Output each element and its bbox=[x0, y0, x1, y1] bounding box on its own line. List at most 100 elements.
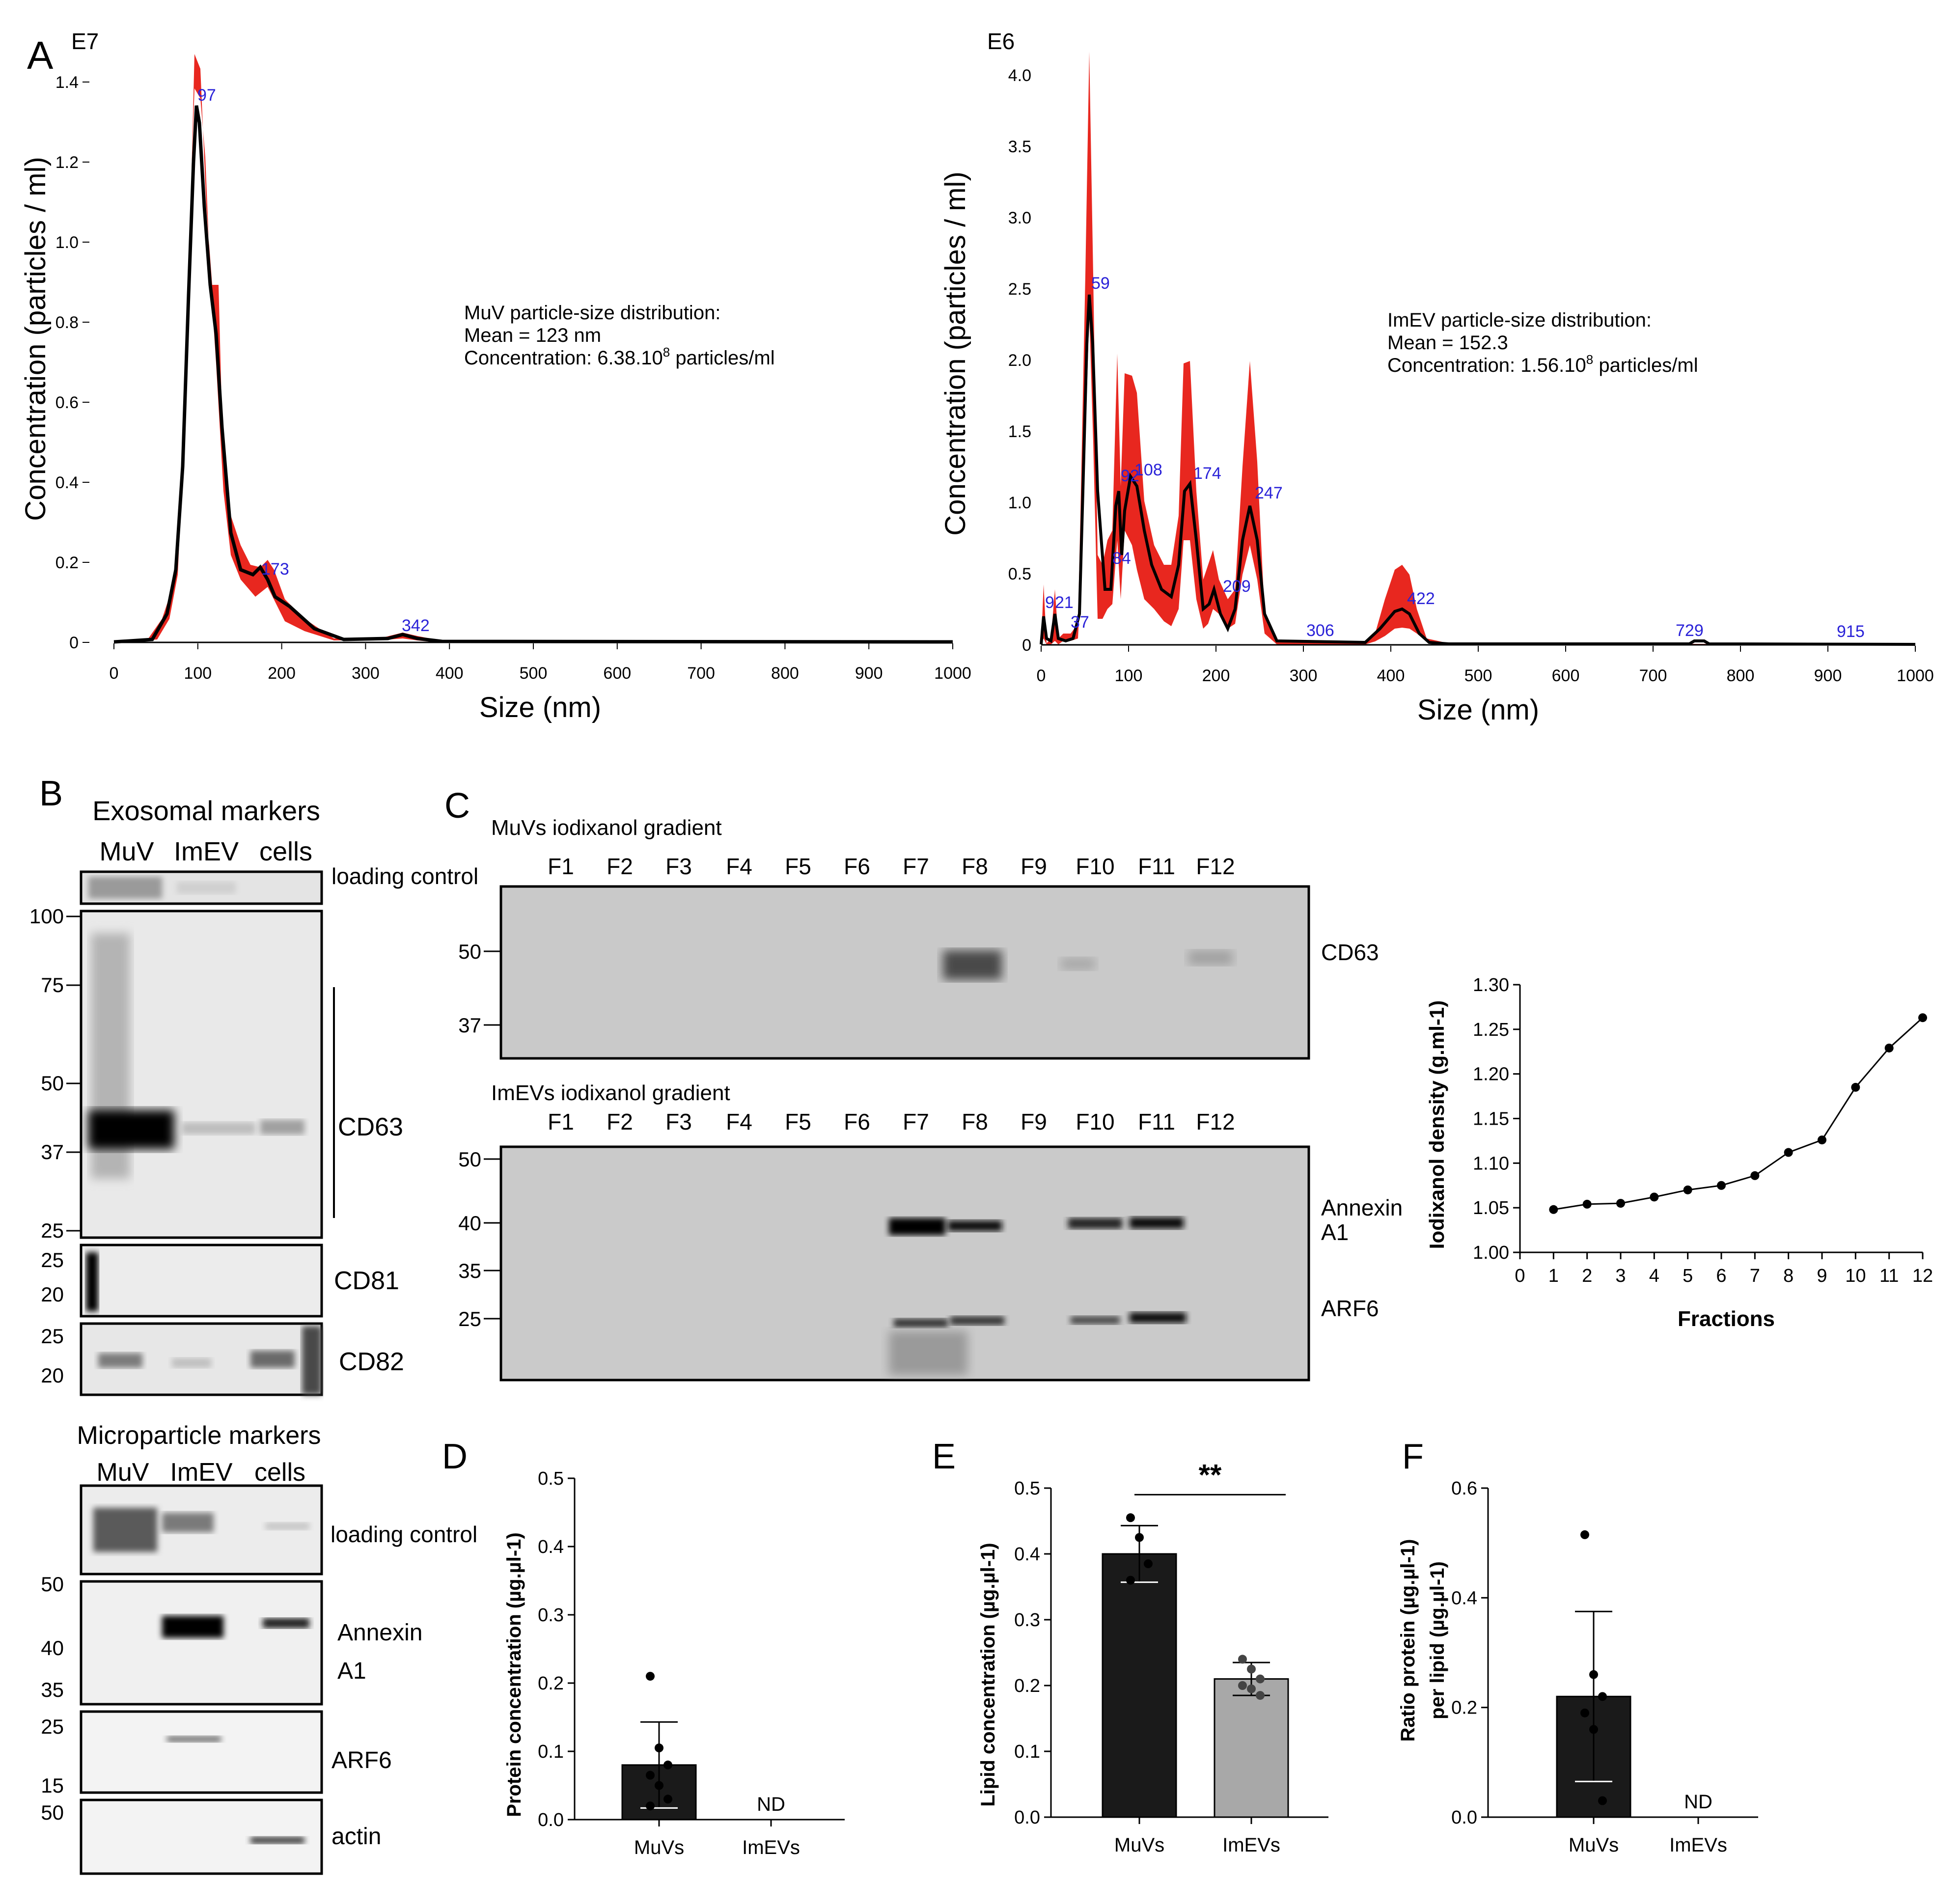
d-category-1: ImEVs bbox=[742, 1837, 800, 1858]
nta-left-xlabel: Size (nm) bbox=[479, 692, 601, 723]
panel-label-a: A bbox=[27, 33, 54, 77]
nta-right-ytick-4: 2.0 bbox=[1008, 351, 1031, 370]
e-point-0-2 bbox=[1144, 1559, 1153, 1569]
f-point-0-3 bbox=[1580, 1708, 1589, 1717]
d-ytick-0: 0.0 bbox=[538, 1810, 564, 1830]
f-point-0-4 bbox=[1589, 1725, 1598, 1734]
nta-left-mean-line bbox=[113, 105, 953, 644]
density-point-4 bbox=[1650, 1192, 1659, 1202]
fraction-label-imev-4: F4 bbox=[726, 1109, 752, 1134]
loading-band-muv bbox=[88, 877, 162, 899]
cd82-band-imev bbox=[172, 1358, 211, 1368]
nta-right-peak-306: 306 bbox=[1306, 621, 1334, 640]
nta-left-stats-line1: MuV particle-size distribution: bbox=[464, 302, 720, 324]
d-ytick-4: 0.4 bbox=[538, 1537, 564, 1557]
nta-right-peak-9: 9 bbox=[1045, 593, 1054, 612]
density-point-3 bbox=[1616, 1199, 1625, 1208]
d-ylabel: Protein concentration (µg.µl-1) bbox=[503, 1532, 525, 1817]
arf6-label: ARF6 bbox=[331, 1747, 392, 1773]
e-ytick-1: 0.1 bbox=[1014, 1742, 1040, 1762]
density-ytick-0: 1.00 bbox=[1473, 1243, 1509, 1263]
nta-right-peak-247: 247 bbox=[1255, 484, 1283, 502]
nta-left-xtick-0: 0 bbox=[110, 664, 119, 683]
fraction-label-imev-9: F9 bbox=[1021, 1109, 1047, 1134]
mw-actin-50: 50 bbox=[41, 1801, 64, 1824]
nta-right-ytick-5: 2.5 bbox=[1008, 280, 1031, 299]
f-annotation-1: ND bbox=[1684, 1791, 1712, 1813]
density-point-11 bbox=[1884, 1043, 1894, 1052]
nta-right-stats-line3: Concentration: 1.56.108 particles/ml bbox=[1387, 352, 1698, 376]
f-category-1: ImEVs bbox=[1669, 1834, 1727, 1856]
cd81-label: CD81 bbox=[334, 1267, 399, 1295]
d-ytick-1: 0.1 bbox=[538, 1742, 564, 1762]
nta-left-peak-342: 342 bbox=[402, 616, 430, 635]
density-ytick-1: 1.05 bbox=[1473, 1198, 1509, 1218]
fraction-label-muv-5: F5 bbox=[785, 854, 811, 879]
lipid-concentration-chart: Lipid concentration (µg.µl-1) 0.0 0.1 0.2 0… bbox=[977, 1458, 1328, 1856]
f-point-0-2 bbox=[1598, 1692, 1607, 1701]
nta-left-peak-173: 173 bbox=[261, 560, 289, 579]
e-ytick-0: 0.0 bbox=[1014, 1807, 1040, 1828]
nta-right-xtick-4: 400 bbox=[1377, 666, 1405, 685]
density-xtick-5: 5 bbox=[1683, 1266, 1693, 1286]
f-ylabel-1: Ratio protein (µg.µl-1) bbox=[1397, 1539, 1419, 1742]
annexin-label: Annexin bbox=[337, 1620, 422, 1646]
nta-chart-muv: E7 Concentration (particles / ml) 0 0.2 0.… bbox=[20, 28, 971, 723]
density-point-6 bbox=[1717, 1181, 1726, 1190]
mw-an-40: 40 bbox=[41, 1636, 64, 1660]
e-point-1-5 bbox=[1256, 1691, 1265, 1700]
imev-annexin-band-f10 bbox=[1068, 1218, 1122, 1229]
arf6-band-imev bbox=[167, 1736, 221, 1742]
nta-right-ylabel: Concentration (particles / ml) bbox=[939, 171, 971, 535]
imev-annexin-band-f8 bbox=[948, 1220, 1002, 1231]
panel-label-d: D bbox=[442, 1437, 468, 1476]
mw-arf-15: 15 bbox=[41, 1774, 64, 1797]
nta-right-stats-line1: ImEV particle-size distribution: bbox=[1387, 309, 1652, 331]
nta-right-xtick-9: 900 bbox=[1814, 666, 1842, 685]
nta-right-ytick-6: 3.0 bbox=[1008, 209, 1031, 227]
d-point-0-1 bbox=[655, 1743, 663, 1753]
density-xtick-1: 1 bbox=[1548, 1266, 1559, 1286]
mw-markers-imev-gradient: 50 40 35 25 bbox=[458, 1148, 501, 1330]
nta-right-xtick-5: 500 bbox=[1464, 666, 1492, 685]
nta-left-ytick-6: 1.2 bbox=[55, 153, 79, 172]
fraction-label-muv-3: F3 bbox=[665, 854, 692, 879]
nta-right-scale: E6 bbox=[987, 28, 1015, 54]
nta-left-scale: E7 bbox=[71, 28, 99, 54]
mw-ci-25: 25 bbox=[458, 1307, 481, 1330]
nta-left-xticks: 0 100 200 300 400 500 600 700 800 900 1000 bbox=[110, 643, 971, 683]
density-point-12 bbox=[1918, 1013, 1927, 1023]
fraction-label-muv-8: F8 bbox=[962, 854, 988, 879]
density-point-8 bbox=[1784, 1148, 1793, 1157]
loading-band-imev bbox=[177, 882, 236, 894]
nta-left-xtick-7: 700 bbox=[687, 664, 715, 683]
mw-c-50: 50 bbox=[458, 940, 481, 963]
nta-right-ytick-3: 1.5 bbox=[1008, 422, 1031, 441]
e-ytick-4: 0.4 bbox=[1014, 1544, 1040, 1565]
e-category-1: ImEVs bbox=[1222, 1834, 1280, 1856]
blot-exosomal: Exosomal markers MuV ImEV cells loading … bbox=[29, 795, 478, 1396]
imev-arf6-band-f11 bbox=[1130, 1312, 1186, 1323]
fraction-label-muv-9: F9 bbox=[1021, 854, 1047, 879]
nta-right-ytick-1: 0.5 bbox=[1008, 565, 1031, 583]
muv-gradient-title: MuVs iodixanol gradient bbox=[491, 816, 722, 840]
lane2-label-imev: ImEV bbox=[170, 1458, 232, 1487]
density-xtick-0: 0 bbox=[1515, 1266, 1525, 1286]
nta-right-mean-line bbox=[1040, 294, 1916, 646]
density-ytick-6: 1.30 bbox=[1473, 975, 1509, 996]
nta-right-ytick-7: 3.5 bbox=[1008, 138, 1031, 156]
f-ytick-0: 0.0 bbox=[1451, 1807, 1477, 1828]
microparticle-title: Microparticle markers bbox=[77, 1421, 321, 1450]
e-point-0-1 bbox=[1135, 1533, 1144, 1542]
mw-ci-35: 35 bbox=[458, 1259, 481, 1282]
blot-arf6 bbox=[80, 1710, 323, 1794]
nta-right-xtick-7: 700 bbox=[1639, 666, 1667, 685]
fraction-label-muv-7: F7 bbox=[903, 854, 929, 879]
mw-75: 75 bbox=[41, 973, 64, 996]
nta-left-ytick-2: 0.4 bbox=[55, 473, 79, 492]
mw-50: 50 bbox=[41, 1072, 64, 1095]
nta-left-yticks: 0 0.2 0.4 0.6 0.8 1.0 1.2 1.4 bbox=[55, 73, 89, 652]
density-point-7 bbox=[1750, 1171, 1760, 1180]
blot-microparticle: Microparticle markers MuV ImEV cells loa… bbox=[41, 1421, 477, 1875]
nta-right-xlabel: Size (nm) bbox=[1417, 694, 1539, 726]
